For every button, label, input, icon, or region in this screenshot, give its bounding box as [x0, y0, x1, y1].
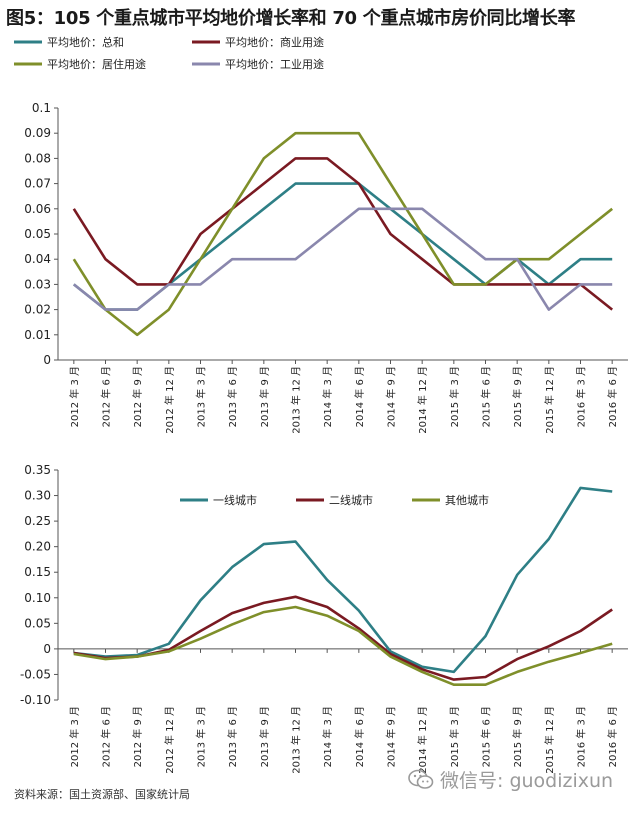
x-tick-label: 2015 年 3 月	[448, 706, 461, 767]
x-tick-label: 2013 年 9 月	[258, 366, 271, 427]
x-tick-label: 2014 年 6 月	[353, 706, 366, 767]
y-tick-label: -0.10	[20, 693, 51, 707]
y-tick-label: 0.1	[32, 101, 51, 115]
legend-label: 平均地价：工业用途	[225, 57, 324, 71]
x-tick-label: 2013 年 6 月	[226, 706, 239, 767]
y-tick-label: 0.10	[24, 591, 51, 605]
x-tick-label: 2015 年 9 月	[511, 706, 524, 767]
x-tick-label: 2013 年 6 月	[226, 366, 239, 427]
legend-label: 二线城市	[329, 493, 373, 507]
x-tick-label: 2012 年 3 月	[68, 706, 81, 767]
x-tick-label: 2014 年 9 月	[385, 366, 398, 427]
series-line	[72, 157, 614, 311]
series-line	[72, 131, 614, 337]
x-tick-label: 2012 年 12 月	[163, 366, 176, 434]
x-tick-label: 2015 年 3 月	[448, 366, 461, 427]
x-tick-label: 2014 年 9 月	[385, 706, 398, 767]
x-tick-label: 2013 年 12 月	[290, 706, 303, 774]
x-tick-label: 2014 年 3 月	[321, 366, 334, 427]
y-tick-label: 0.20	[24, 540, 51, 554]
y-tick-label: 0.03	[24, 277, 51, 291]
y-tick-label: 0	[43, 642, 51, 656]
x-tick-label: 2014 年 12 月	[416, 706, 429, 774]
x-tick-label: 2016 年 6 月	[606, 706, 619, 767]
series-line	[72, 207, 613, 311]
wechat-icon	[408, 769, 434, 789]
x-tick-label: 2015 年 6 月	[480, 366, 493, 427]
series-line	[73, 486, 613, 674]
x-tick-label: 2012 年 6 月	[100, 366, 113, 427]
legend-label: 平均地价：商业用途	[225, 35, 324, 49]
x-tick-label: 2013 年 9 月	[258, 706, 271, 767]
x-tick-label: 2012 年 9 月	[131, 366, 144, 427]
x-tick-label: 2012 年 12 月	[163, 706, 176, 774]
watermark-text: 微信号: guodizixun	[440, 770, 614, 792]
x-tick-label: 2013 年 3 月	[195, 366, 208, 427]
x-tick-label: 2012 年 3 月	[68, 366, 81, 427]
x-tick-label: 2013 年 3 月	[195, 706, 208, 767]
series-line	[72, 182, 613, 311]
y-tick-label: -0.05	[20, 667, 51, 681]
x-tick-label: 2014 年 12 月	[416, 366, 429, 434]
x-tick-label: 2015 年 9 月	[511, 366, 524, 427]
watermark: 微信号: guodizixun	[408, 766, 613, 793]
figure-title: 图5：105 个重点城市平均地价增长率和 70 个重点城市房价同比增长率	[6, 8, 576, 29]
x-tick-label: 2015 年 6 月	[480, 706, 493, 767]
x-tick-label: 2016 年 3 月	[575, 706, 588, 767]
y-tick-label: 0	[43, 353, 51, 367]
y-tick-label: 0.05	[24, 227, 51, 241]
y-tick-label: 0.01	[24, 328, 51, 342]
y-tick-label: 0.35	[24, 463, 51, 477]
x-tick-label: 2015 年 12 月	[543, 366, 556, 434]
x-tick-label: 2016 年 6 月	[606, 366, 619, 427]
legend-label: 一线城市	[213, 493, 257, 507]
source-note: 资料来源：国土资源部、国家统计局	[14, 788, 190, 801]
house-price-growth-chart: 一线城市 二线城市 其他城市 -0.10 -0.05 0 0.05 0.10 0.15 0.20 0…	[20, 463, 628, 774]
y-tick-label: 0.08	[24, 151, 51, 165]
legend-label: 平均地价：居住用途	[47, 57, 146, 71]
y-tick-label: 0.15	[24, 565, 51, 579]
x-tick-label: 2014 年 3 月	[321, 706, 334, 767]
x-tick-label: 2012 年 6 月	[100, 706, 113, 767]
y-tick-label: 0.25	[24, 514, 51, 528]
x-tick-label: 2013 年 12 月	[290, 366, 303, 434]
legend-label: 其他城市	[445, 493, 489, 507]
x-tick-label: 2012 年 9 月	[131, 706, 144, 767]
y-tick-label: 0.30	[24, 489, 51, 503]
x-tick-label: 2015 年 12 月	[543, 706, 556, 774]
y-tick-label: 0.02	[24, 303, 51, 317]
y-tick-label: 0.05	[24, 616, 51, 630]
y-tick-label: 0.06	[24, 202, 51, 216]
series-line	[73, 605, 613, 686]
y-tick-label: 0.04	[24, 252, 51, 266]
legend-label: 平均地价：总和	[47, 35, 124, 49]
x-tick-label: 2014 年 6 月	[353, 366, 366, 427]
y-tick-label: 0.09	[24, 126, 51, 140]
x-tick-label: 2016 年 3 月	[575, 366, 588, 427]
y-tick-label: 0.07	[24, 177, 51, 191]
